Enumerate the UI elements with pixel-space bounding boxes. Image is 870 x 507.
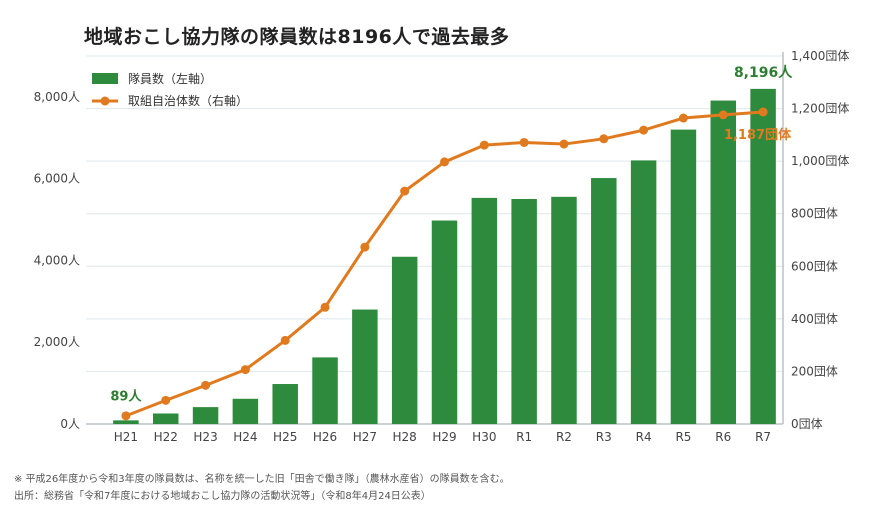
bar (312, 357, 338, 424)
line-point (758, 107, 768, 117)
line-point (240, 365, 250, 375)
x-tick-label: H24 (233, 430, 257, 444)
right-tick-label: 200団体 (791, 364, 838, 378)
x-tick-label: H27 (353, 430, 377, 444)
line-point (320, 302, 330, 312)
legend-swatch-bar (92, 73, 118, 84)
bar (471, 197, 498, 424)
line-point (400, 186, 410, 196)
x-tick-label: H23 (193, 430, 217, 444)
x-tick-label: R3 (596, 430, 612, 444)
legend-label-bar: 隊員数（左軸） (128, 71, 212, 86)
bar (511, 198, 537, 424)
x-tick-label: H28 (393, 430, 417, 444)
right-tick-label: 400団体 (791, 312, 838, 326)
bar (192, 407, 219, 424)
bar (152, 413, 179, 424)
line-point (280, 335, 290, 345)
x-tick-label: H30 (472, 430, 496, 444)
line-point (440, 157, 449, 167)
line-point (559, 139, 569, 149)
right-tick-label: 1,200団体 (791, 102, 849, 116)
chart-title: 地域おこし協力隊の隊員数は8196人で過去最多 (84, 26, 510, 48)
bar (630, 160, 657, 424)
x-tick-label: H26 (313, 430, 337, 444)
bar (232, 398, 259, 424)
bar (750, 88, 776, 424)
line-point (479, 140, 489, 150)
x-tick-label: H25 (273, 430, 297, 444)
line-point (360, 242, 370, 252)
x-tick-label: R2 (556, 430, 572, 444)
left-tick-label: 4,000人 (34, 253, 80, 267)
source-note: 出所：総務省「令和7年度における地域おこし協力隊の活動状況等」（令和8年4月24… (14, 491, 431, 502)
line-point (599, 134, 609, 144)
right-tick-label: 800団体 (791, 207, 838, 221)
right-tick-label: 600団体 (791, 259, 838, 273)
left-tick-label: 6,000人 (34, 172, 80, 186)
right-tick-label: 0団体 (791, 417, 823, 431)
bar (113, 420, 139, 424)
x-tick-label: H29 (432, 430, 456, 444)
x-tick-label: H21 (114, 430, 138, 444)
line-point (678, 113, 688, 123)
bar (551, 196, 577, 424)
bar (391, 256, 418, 424)
bar (591, 178, 617, 424)
bar (670, 129, 697, 424)
x-tick-label: R1 (516, 430, 532, 444)
right-tick-label: 1,000団体 (791, 154, 849, 168)
bar (352, 309, 378, 424)
bar (710, 100, 737, 425)
data-label-last-bar: 8,196人 (734, 64, 793, 81)
legend-swatch-marker (100, 96, 110, 106)
left-tick-label: 8,000人 (34, 90, 80, 104)
x-tick-label: R6 (715, 430, 731, 444)
x-tick-label: R7 (755, 430, 771, 444)
line-point (201, 380, 211, 390)
legend-label-line: 取組自治体数（右軸） (128, 93, 248, 108)
x-tick-label: R5 (675, 430, 691, 444)
line-point (519, 137, 529, 147)
line-point (718, 110, 728, 120)
line-point (161, 395, 171, 405)
data-label-first: 89人 (110, 388, 142, 404)
x-tick-label: R4 (636, 430, 652, 444)
data-label-last-line: 1,187団体 (724, 127, 792, 143)
left-tick-label: 0人 (60, 417, 80, 431)
bar (431, 220, 458, 424)
bar (272, 384, 298, 424)
left-tick-label: 2,000人 (34, 335, 80, 349)
line-point (121, 411, 131, 421)
line-point (639, 125, 649, 135)
x-tick-label: H22 (154, 430, 178, 444)
right-tick-label: 1,400団体 (791, 49, 849, 63)
footnote: ※ 平成26年度から令和3年度の隊員数は、名称を統一した旧「田舎で働き隊」（農林… (14, 474, 510, 485)
